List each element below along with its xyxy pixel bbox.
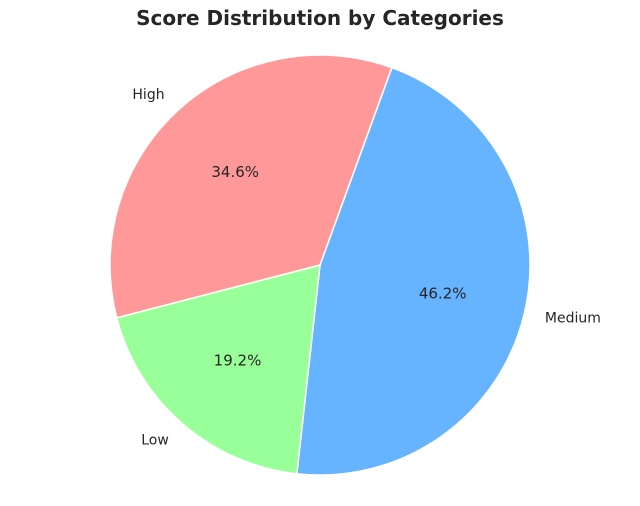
pie-slice-low xyxy=(115,264,321,475)
percent-label-low: 19.2% xyxy=(214,351,262,369)
pie-slices xyxy=(109,54,531,476)
percent-label-medium: 46.2% xyxy=(419,285,467,303)
category-label-medium: Medium xyxy=(545,311,601,327)
pie-slice-high xyxy=(109,54,393,319)
pie-labels: Medium 46.2% Low 19.2% High 34.6% xyxy=(132,87,600,449)
chart-title: Score Distribution by Categories xyxy=(136,6,504,30)
category-label-high: High xyxy=(132,87,164,103)
percent-label-high: 34.6% xyxy=(211,163,259,181)
category-label-low: Low xyxy=(141,433,169,449)
